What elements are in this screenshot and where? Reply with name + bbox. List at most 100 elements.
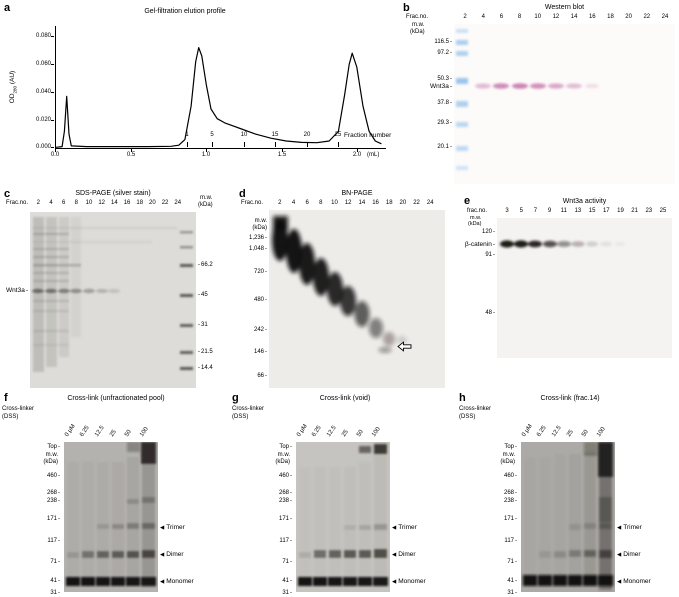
mw-header: (kDa) xyxy=(43,459,58,465)
trimer-annotation: ◀ Trimer xyxy=(160,524,185,531)
lane-label: 22 xyxy=(643,14,651,20)
lane-label: 10 xyxy=(85,200,93,206)
mw-header: m.w. xyxy=(200,195,213,201)
panel-letter: e xyxy=(464,195,471,207)
mw-marker: 41 xyxy=(491,578,517,584)
mw-marker: 171 xyxy=(491,516,517,522)
panel-g: g Cross-link (void) Cross-linker (DSS) 0… xyxy=(230,390,457,597)
mw-header: m.w. xyxy=(470,215,482,221)
dimer-annotation: ◀ Dimer xyxy=(160,551,184,558)
mw-marker: 720 xyxy=(237,269,267,275)
mw-marker: 117 xyxy=(266,538,292,544)
mw-marker: 66.2 xyxy=(198,262,213,268)
lane-label: 14 xyxy=(358,200,366,206)
crosslinker-lane-labels: 0 μM 6.25 12.5 25 50 100 xyxy=(521,400,613,438)
mw-marker: 1,236 xyxy=(237,235,267,241)
fraction-tick xyxy=(338,142,339,147)
mw-marker: 268 xyxy=(266,490,292,496)
left-arrowhead-icon: ◀ xyxy=(160,552,165,558)
lane-label: 16 xyxy=(123,200,131,206)
lane-label: 6 xyxy=(305,200,309,206)
mw-marker: 41 xyxy=(266,578,292,584)
lane-label: 12 xyxy=(344,200,352,206)
panel-d: d BN-PAGE Frac.no. 2 4 6 8 10 12 14 16 18 20 22 24 … xyxy=(237,186,463,397)
mw-marker: 37.8 xyxy=(418,100,452,106)
fraction-tick xyxy=(244,142,245,147)
elution-plot-area: 1 5 10 15 20 25 Fraction number xyxy=(55,26,391,149)
mw-marker: 71 xyxy=(491,559,517,565)
sds-page-gel-image xyxy=(30,212,196,388)
mw-marker: 45 xyxy=(198,292,208,298)
lane-label: 20 xyxy=(399,200,407,206)
top-marker: Top xyxy=(487,444,517,450)
axis-tick xyxy=(51,36,54,37)
lane-labels: 3 5 7 9 11 13 15 17 19 21 23 25 xyxy=(500,208,670,214)
y-tick-label: 0.060 xyxy=(35,61,51,67)
mw-marker: 238 xyxy=(34,498,60,504)
panel-letter: d xyxy=(239,188,246,200)
y-tick-label: 0.000 xyxy=(35,144,51,150)
axis-tick xyxy=(51,92,54,93)
lane-labels: 2 4 6 8 10 12 14 16 18 20 22 24 xyxy=(273,200,437,206)
mw-marker: 31 xyxy=(491,590,517,596)
panel-title: SDS-PAGE (silver stain) xyxy=(75,190,151,197)
mw-marker: 238 xyxy=(266,498,292,504)
lane-label: 12.5 xyxy=(326,424,338,438)
lane-label: 20 xyxy=(625,14,632,20)
mw-header: (kDa) xyxy=(500,459,515,465)
mw-marker: 31 xyxy=(34,590,60,596)
mw-header: m.w. xyxy=(254,218,267,224)
lane-labels: 2 4 6 8 10 12 14 16 18 20 22 24 xyxy=(32,200,184,206)
dimer-annotation: ◀ Dimer xyxy=(617,551,641,558)
panel-e: e Wnt3a activity frac.no. 3 5 7 9 11 13 15 17 19… xyxy=(462,193,679,383)
mw-marker: 14.4 xyxy=(198,365,213,371)
panel-title: Western blot xyxy=(544,4,585,11)
x-tick-label: 1.0 xyxy=(201,152,211,158)
lane-label: 100 xyxy=(596,426,607,438)
mw-marker: 117 xyxy=(34,538,60,544)
lane-label: 0 μM xyxy=(296,423,309,438)
elution-curve-line xyxy=(56,47,382,148)
panel-h: h Cross-link (frac.14) Cross-linker (DSS… xyxy=(457,390,679,597)
monomer-annotation: ◀ Monomer xyxy=(392,578,426,585)
mw-header: m.w. xyxy=(45,452,58,458)
panel-letter: h xyxy=(459,392,466,404)
mw-marker: 48 xyxy=(467,310,495,316)
top-marker: Top xyxy=(262,444,292,450)
western-blot-gel-image xyxy=(454,24,675,184)
lane-label: 24 xyxy=(661,14,669,20)
axis-tick xyxy=(51,147,54,148)
trimer-annotation: ◀ Trimer xyxy=(617,524,642,531)
mw-marker: 1,048 xyxy=(237,246,267,252)
lane-label: 25 xyxy=(109,429,118,438)
panel-letter: f xyxy=(4,392,8,404)
lane-label: 6 xyxy=(62,200,66,206)
mw-marker: 120 xyxy=(467,229,495,235)
lane-label: 16 xyxy=(588,14,596,20)
lane-label: 19 xyxy=(617,208,624,214)
lane-label: 10 xyxy=(331,200,338,206)
left-arrowhead-icon: ◀ xyxy=(392,579,397,585)
panel-letter: b xyxy=(403,2,410,14)
lane-label: 25 xyxy=(659,208,667,214)
mw-marker: 460 xyxy=(34,473,60,479)
lane-labels: 2 4 6 8 10 12 14 16 18 20 22 24 xyxy=(456,14,674,20)
lane-header: Frac.no. xyxy=(241,200,264,206)
wnt3a-activity-gel-image xyxy=(497,218,672,358)
mw-marker: 238 xyxy=(491,498,517,504)
mw-marker: 117 xyxy=(491,538,517,544)
lane-label: 18 xyxy=(607,14,614,20)
axis-tick xyxy=(206,149,207,152)
fraction-tick xyxy=(307,142,308,147)
crosslinker-label: (DSS) xyxy=(2,414,19,420)
fraction-tick xyxy=(212,142,213,147)
panel-title: Cross-link (void) xyxy=(319,395,371,402)
fraction-tick xyxy=(187,142,188,147)
protein-label: Wnt3a xyxy=(0,287,28,294)
bn-page-gel-image xyxy=(269,210,445,388)
monomer-annotation: ◀ Monomer xyxy=(160,578,194,585)
lane-label: 2 xyxy=(36,200,40,206)
lane-label: 4 xyxy=(291,200,296,206)
left-arrowhead-icon: ◀ xyxy=(160,525,165,531)
